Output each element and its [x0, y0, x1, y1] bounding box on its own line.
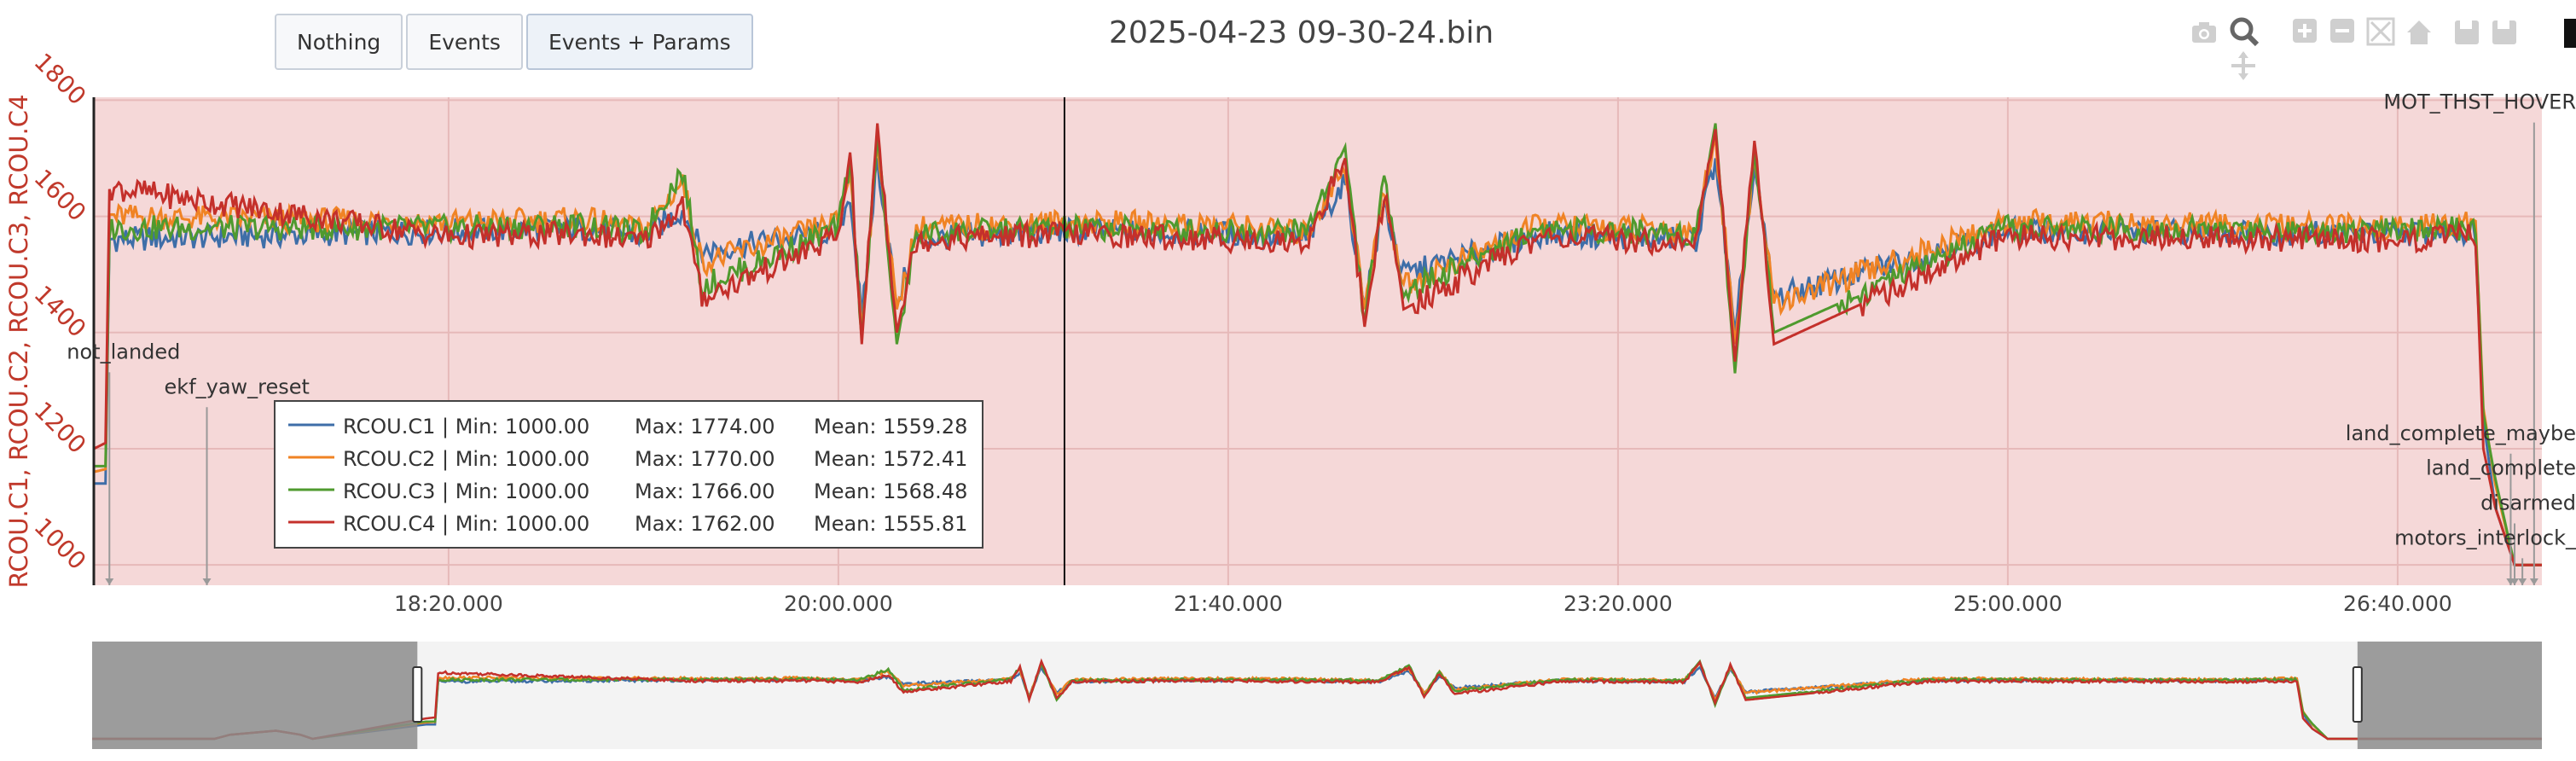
- event-arrow: [2529, 578, 2538, 585]
- event-arrow: [202, 578, 212, 585]
- event-label: MOT_THST_HOVER: [2383, 90, 2576, 114]
- event-arrow: [2506, 578, 2515, 585]
- chart-title: 2025-04-23 09-30-24.bin: [1109, 15, 1494, 50]
- x-tick-label: 23:20.000: [1564, 591, 1673, 616]
- legend-mean: Mean: 1568.48: [814, 479, 967, 503]
- rangeslider-mask-left: [92, 642, 418, 749]
- rangeslider-series: [92, 658, 2542, 741]
- series-line-rcou-c4: [94, 123, 2542, 566]
- nothing-button[interactable]: Nothing: [275, 14, 403, 70]
- legend-name-min: RCOU.C4 | Min: 1000.00: [343, 512, 589, 536]
- series-line-rcou-c2: [94, 135, 2542, 566]
- grid-lines: [94, 97, 2542, 585]
- y-tick-label: 1400: [29, 280, 92, 343]
- legend-max: Max: 1770.00: [635, 447, 775, 471]
- rangeslider-line: [92, 665, 2542, 741]
- rangeslider-mask-right: [2357, 642, 2542, 749]
- pan-icon[interactable]: [2231, 51, 2255, 80]
- y-tick-label: 1000: [29, 512, 92, 575]
- display-mode-buttons: Nothing Events Events + Params: [275, 14, 753, 70]
- legend-mean: Mean: 1572.41: [814, 447, 967, 471]
- zoom-icon[interactable]: [2230, 17, 2260, 47]
- series-lines: [94, 123, 2542, 566]
- event-arrow: [105, 578, 114, 585]
- range-slider[interactable]: [92, 642, 2542, 749]
- modebar-icons: [2192, 17, 2576, 80]
- rangeslider-line: [92, 661, 2542, 741]
- autoscale-icon[interactable]: [2366, 17, 2395, 46]
- event-label: not_landed: [67, 340, 180, 363]
- legend-max: Max: 1766.00: [635, 479, 775, 503]
- y-tick-label: 1200: [29, 396, 92, 459]
- x-tick-label: 25:00.000: [1953, 591, 2063, 616]
- legend-max: Max: 1762.00: [635, 512, 775, 536]
- rangeslider-background: [92, 642, 2542, 749]
- event-arrow: [2518, 578, 2527, 585]
- event-label: motors_interlock_: [2394, 526, 2576, 549]
- x-tick-label: 21:40.000: [1174, 591, 1283, 616]
- rangeslider-line: [92, 658, 2542, 741]
- legend-mean: Mean: 1559.28: [814, 415, 967, 439]
- event-label: land_complete_maybe: [2346, 421, 2576, 445]
- x-tick-label: 20:00.000: [784, 591, 893, 616]
- event-arrow: [2510, 578, 2520, 585]
- event-markers: not_landed ekf_yaw_reset MOT_THST_HOVERlan…: [67, 90, 2576, 585]
- rangeslider-line: [92, 659, 2542, 741]
- event-label: disarmed: [2480, 491, 2576, 514]
- x-tick-label: 18:20.000: [394, 591, 503, 616]
- legend-max: Max: 1774.00: [635, 415, 775, 439]
- legend-mean: Mean: 1555.81: [814, 512, 967, 536]
- zoom-in-icon[interactable]: [2293, 19, 2317, 43]
- y-axis-ticks: 1000 1200 1400 1600 1800: [29, 48, 92, 575]
- x-tick-label: 26:40.000: [2343, 591, 2452, 616]
- rangeslider-handle-right: [2352, 666, 2363, 723]
- y-axis-label: RCOU.C1, RCOU.C2, RCOU.C3, RCOU.C4: [4, 94, 33, 588]
- save-alt-icon[interactable]: [2492, 20, 2516, 44]
- save-icon[interactable]: [2455, 20, 2479, 44]
- event-label: ekf_yaw_reset: [165, 375, 310, 398]
- y-tick-label: 1800: [29, 48, 92, 111]
- zoom-out-icon[interactable]: [2330, 19, 2354, 43]
- series-line-rcou-c1: [94, 158, 2542, 566]
- y-tick-label: 1600: [29, 164, 92, 227]
- camera-icon[interactable]: [2192, 22, 2216, 43]
- legend-name-min: RCOU.C2 | Min: 1000.00: [343, 447, 589, 471]
- modebar: [2180, 12, 2576, 84]
- event-arrow: [2506, 578, 2515, 585]
- series-line-rcou-c3: [94, 123, 2542, 566]
- legend: RCOU.C1 | Min: 1000.00 Max: 1774.00 Mean: …: [274, 400, 983, 549]
- legend-name-min: RCOU.C1 | Min: 1000.00: [343, 415, 589, 439]
- reset-axes-icon[interactable]: [2407, 20, 2431, 44]
- events-params-button[interactable]: Events + Params: [525, 14, 753, 70]
- legend-name-min: RCOU.C3 | Min: 1000.00: [343, 479, 589, 503]
- plot-background: [94, 97, 2542, 585]
- event-label: land_complete: [2426, 456, 2576, 480]
- rangeslider-handle-left: [412, 666, 423, 723]
- legend-box: [274, 400, 983, 549]
- events-button[interactable]: Events: [406, 14, 523, 70]
- toolbar-overflow-icon: [2564, 19, 2576, 48]
- x-axis-ticks: 18:20.000 20:00.000 21:40.000 23:20.000 25:0…: [394, 591, 2452, 616]
